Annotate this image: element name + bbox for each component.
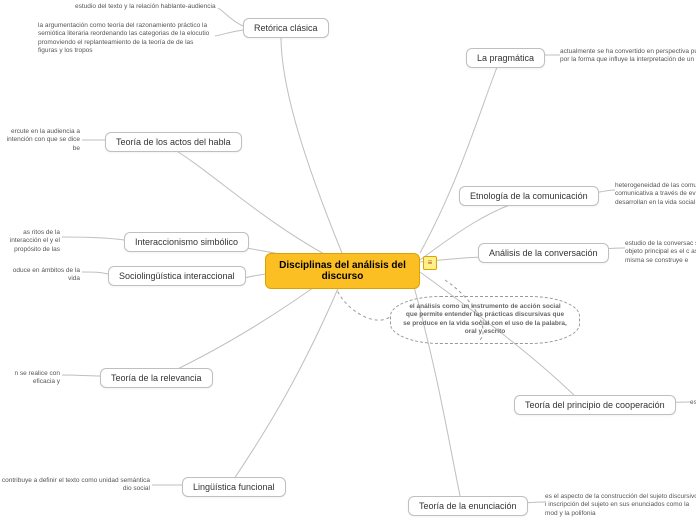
node-relevancia[interactable]: Teoría de la relevancia [100,368,213,388]
node-enunciacion[interactable]: Teoría de la enunciación [408,496,528,516]
node-analisis[interactable]: Análisis de la conversación [478,243,609,263]
citation-text: el análisis como un instrumento de acció… [403,303,567,335]
desc-relevancia: n se realice con eficacia y [0,370,60,387]
desc-retorica-b: la argumentación como teoría del razonam… [38,22,213,56]
central-topic[interactable]: Disciplinas del análisis del discurso [265,253,420,289]
node-label: Etnología de la comunicación [470,191,588,201]
desc-analisis: estudio de la conversac su objeto princi… [625,240,696,265]
node-interacc[interactable]: Interaccionismo simbólico [124,232,249,252]
desc-actos: ercute en la audiencia a intención con q… [0,128,80,153]
desc-funcional: contribuye a definir el texto como unida… [0,477,150,494]
node-retorica[interactable]: Retórica clásica [243,18,329,38]
node-label: Teoría de la enunciación [419,501,517,511]
node-label: Interaccionismo simbólico [135,237,238,247]
menu-icon[interactable]: ≡ [423,256,437,270]
node-label: Análisis de la conversación [489,248,598,258]
desc-cooperacion: es [690,399,696,407]
node-label: Retórica clásica [254,23,318,33]
node-label: La pragmática [477,53,534,63]
node-label: Teoría del principio de cooperación [525,400,665,410]
node-label: Sociolingüística interaccional [119,271,235,281]
node-cooperacion[interactable]: Teoría del principio de cooperación [514,395,676,415]
node-label: Teoría de los actos del habla [116,137,231,147]
citation-bubble: el análisis como un instrumento de acció… [390,296,580,344]
node-pragmatica[interactable]: La pragmática [466,48,545,68]
node-actos[interactable]: Teoría de los actos del habla [105,132,242,152]
desc-socioling: oduce en ámbitos de la vida [0,267,80,284]
node-funcional[interactable]: Lingüística funcional [182,477,286,497]
node-label: Lingüística funcional [193,482,275,492]
desc-enunciacion: es el aspecto de la construcción del suj… [545,493,696,518]
node-etnologia[interactable]: Etnología de la comunicación [459,186,599,206]
central-label: Disciplinas del análisis del discurso [279,260,406,282]
desc-etnologia: heterogeneidad de las comu comunicativa … [615,182,696,207]
desc-pragmatica: actualmente se ha convertido en perspect… [560,48,696,65]
node-socioling[interactable]: Sociolingüística interaccional [108,266,246,286]
node-label: Teoría de la relevancia [111,373,202,383]
desc-retorica-a: estudio del texto y la relación hablante… [75,3,255,11]
desc-interacc: as ritos de la interacción el y el propó… [0,229,60,254]
